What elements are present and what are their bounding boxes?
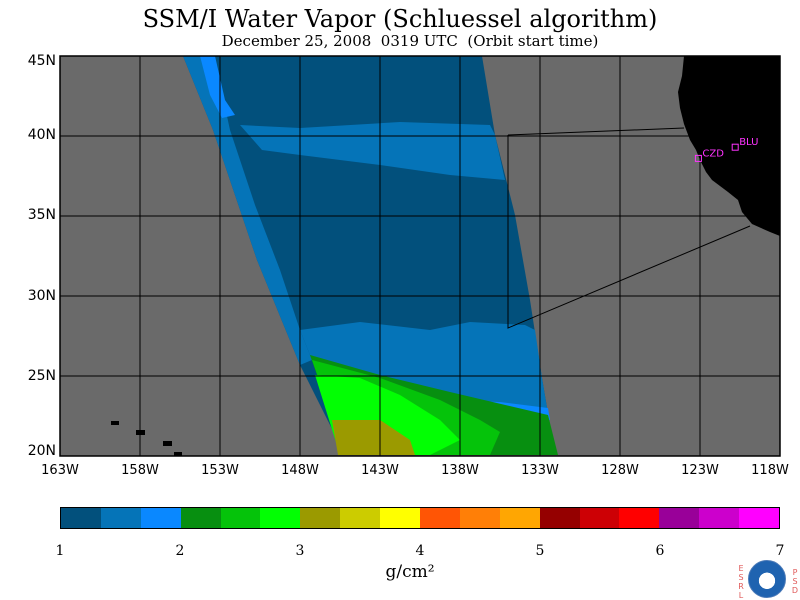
colorbar-tick-3: 3 <box>295 543 305 559</box>
lon-label-133w: 133W <box>521 463 559 478</box>
colorbar-tick-5: 5 <box>535 543 545 559</box>
lon-label-158w: 158W <box>121 463 159 478</box>
colorbar-swatch <box>260 508 301 528</box>
colorbar-swatch <box>619 508 660 528</box>
stations-layer: CZD BLU <box>694 137 758 162</box>
colorbar-tick-1: 1 <box>55 543 65 559</box>
lon-label-153w: 153W <box>201 463 239 478</box>
study-domain-outline <box>507 135 751 329</box>
colorbar-swatch <box>300 508 341 528</box>
colorbar-swatch <box>380 508 421 528</box>
lon-label-163w: 163W <box>41 463 79 478</box>
colorbar-tick-4: 4 <box>415 543 425 559</box>
lon-label-138w: 138W <box>441 463 479 478</box>
lon-label-143w: 143W <box>361 463 399 478</box>
noaa-esrl-psd-logo: E S R L P S D <box>735 558 799 600</box>
chart-subtitle: December 25, 2008 0319 UTC (Orbit start … <box>221 32 599 50</box>
map-frame <box>59 55 781 457</box>
colorbar-tick-6: 6 <box>655 543 665 559</box>
lat-label-35n: 35N <box>27 207 56 223</box>
colorbar-swatch <box>220 508 261 528</box>
noaa-emblem-icon <box>748 560 786 598</box>
swath-band-olive <box>332 420 415 455</box>
lon-label-148w: 148W <box>281 463 319 478</box>
station-marker-czd <box>694 154 702 162</box>
lon-label-123w: 123W <box>681 463 719 478</box>
swath-band-brightblue <box>200 56 235 118</box>
logo-letter-r: R <box>738 582 744 591</box>
land-mass <box>678 56 780 236</box>
colorbar-swatch <box>459 508 500 528</box>
logo-letter-l: L <box>738 591 744 600</box>
island-kauai <box>111 421 119 425</box>
colorbar-swatch <box>61 508 101 528</box>
colorbar-swatch <box>539 508 580 528</box>
lon-label-128w: 128W <box>601 463 639 478</box>
lat-label-25n: 25N <box>27 368 56 384</box>
satellite-swath <box>183 56 558 455</box>
island-maui <box>163 441 172 446</box>
colorbar-swatch <box>579 508 620 528</box>
lat-lon-grid <box>60 56 780 456</box>
colorbar <box>60 507 780 529</box>
colorbar-swatch <box>659 508 700 528</box>
colorbar-swatch <box>340 508 381 528</box>
colorbar-swatch <box>699 508 740 528</box>
colorbar-swatch <box>499 508 540 528</box>
colorbar-swatch <box>739 508 780 528</box>
colorbar-tick-2: 2 <box>175 543 185 559</box>
study-domain-top-edge <box>507 127 685 136</box>
lat-label-40n: 40N <box>27 127 56 143</box>
lon-label-118w: 118W <box>751 463 789 478</box>
logo-letter-s: S <box>738 573 744 582</box>
logo-letter-d: D <box>791 586 799 595</box>
logo-letter-s2: S <box>792 577 798 586</box>
colorbar-swatch <box>420 508 460 528</box>
station-marker-blu <box>731 143 739 151</box>
island-hawaii <box>174 452 182 456</box>
station-label-blu: BLU <box>739 137 758 148</box>
chart-title: SSM/I Water Vapor (Schluessel algorithm) <box>142 5 658 33</box>
lat-label-45n: 45N <box>27 53 56 69</box>
colorbar-tick-7: 7 <box>775 543 785 559</box>
swath-band-medblue-left <box>183 56 312 365</box>
lat-label-30n: 30N <box>27 288 56 304</box>
colorbar-swatch <box>140 508 181 528</box>
lat-label-20n: 20N <box>27 443 56 459</box>
station-label-czd: CZD <box>702 148 724 159</box>
colorbar-unit-label: g/cm² <box>385 562 435 582</box>
logo-letter-p: P <box>792 568 798 577</box>
logo-letter-e: E <box>738 564 744 573</box>
colorbar-swatch <box>180 508 221 528</box>
colorbar-swatch <box>100 508 141 528</box>
